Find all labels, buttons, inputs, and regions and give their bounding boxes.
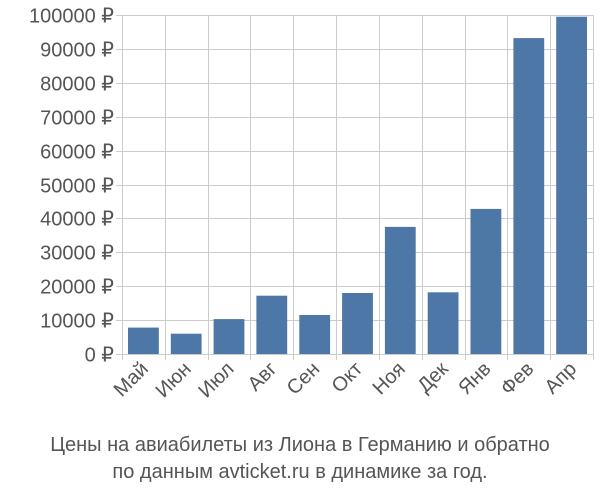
bar-10	[513, 38, 544, 354]
y-tick-label: 90000 ₽	[40, 40, 114, 62]
x-tick-label: Дек	[413, 358, 452, 397]
x-tick-label: Апр	[541, 358, 582, 399]
bar-5	[299, 315, 330, 354]
bar-9	[471, 209, 502, 354]
y-axis: 0 ₽ 10000 ₽ 20000 ₽ 30000 ₽ 40000 ₽ 50000 ₽ 60…	[29, 6, 122, 367]
chart-caption-line-2: по данным avticket.ru в динамике за год.	[0, 459, 600, 485]
x-tick-label: Июн	[152, 358, 196, 402]
y-tick-label: 80000 ₽	[40, 74, 114, 96]
bar-11	[556, 17, 587, 354]
y-tick-label: 40000 ₽	[40, 209, 114, 231]
x-tick-label: Авг	[244, 358, 282, 396]
x-tick-label: Сен	[283, 358, 324, 399]
chart-caption-line-1: Цены на авиабилеты из Лиона в Германию и…	[0, 432, 600, 458]
bar-4	[256, 296, 287, 354]
y-tick-label: 100000 ₽	[29, 6, 114, 28]
y-tick-label: 30000 ₽	[40, 243, 114, 265]
y-tick-label: 10000 ₽	[40, 311, 114, 333]
bar-chart: 0 ₽ 10000 ₽ 20000 ₽ 30000 ₽ 40000 ₽ 50000 ₽ 60…	[0, 0, 600, 430]
x-tick-label: Фев	[497, 358, 539, 400]
bar-8	[428, 292, 459, 354]
x-tick-label: Июл	[194, 358, 238, 402]
x-tick-label: Май	[110, 358, 153, 401]
y-tick-label: 0 ₽	[85, 345, 115, 367]
x-tick-label: Янв	[454, 358, 495, 399]
y-tick-label: 60000 ₽	[40, 142, 114, 164]
y-tick-label: 70000 ₽	[40, 108, 114, 130]
x-tick-label: Окт	[328, 358, 367, 397]
bar-3	[214, 319, 245, 354]
x-tick-label: Ноя	[369, 358, 410, 399]
y-tick-label: 50000 ₽	[40, 176, 114, 198]
bar-7	[385, 227, 416, 354]
bar-6	[342, 293, 373, 354]
bar-2	[171, 334, 202, 354]
bar-1	[128, 328, 159, 354]
y-tick-label: 20000 ₽	[40, 277, 114, 299]
